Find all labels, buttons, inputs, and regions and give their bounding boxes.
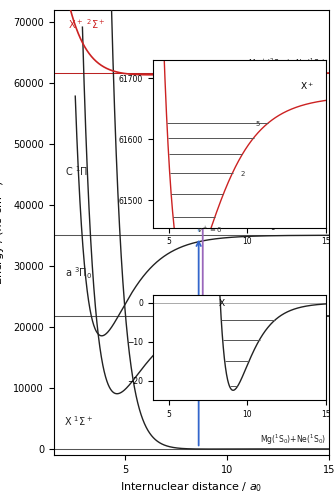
Text: X$^+$ $^2\Sigma^+$: X$^+$ $^2\Sigma^+$ <box>68 18 106 32</box>
Text: Mg($^1$P)+Ne($^1$S$_0$): Mg($^1$P)+Ne($^1$S$_0$) <box>264 218 326 233</box>
Y-axis label: Energy / ($hc$ cm$^{-1}$): Energy / ($hc$ cm$^{-1}$) <box>0 180 8 285</box>
Text: X $^1\Sigma^+$: X $^1\Sigma^+$ <box>64 414 93 428</box>
Text: 5: 5 <box>255 121 259 127</box>
Text: X$^+$: X$^+$ <box>300 80 314 92</box>
Text: C $^1\Pi$: C $^1\Pi$ <box>65 164 88 177</box>
Text: $h\nu$: $h\nu$ <box>182 138 197 150</box>
Text: $h\nu_1$: $h\nu_1$ <box>211 338 230 352</box>
Text: Mg$^+$($^2$S$_{1/2}$)+Ne($^1$S$_0$): Mg$^+$($^2$S$_{1/2}$)+Ne($^1$S$_0$) <box>248 56 326 71</box>
Text: a $^3\Pi_0$: a $^3\Pi_0$ <box>65 266 92 281</box>
Text: X: X <box>219 299 225 308</box>
Text: Mg($^3$P$_0$)+Ne($^1$S$_0$): Mg($^3$P$_0$)+Ne($^1$S$_0$) <box>260 299 326 314</box>
Text: $h\nu_2$: $h\nu_2$ <box>211 192 230 206</box>
Text: Mg($^1$S$_0$)+Ne($^1$S$_0$): Mg($^1$S$_0$)+Ne($^1$S$_0$) <box>260 432 326 447</box>
Text: 2: 2 <box>241 171 245 177</box>
Text: $v^+=0$: $v^+=0$ <box>197 224 222 235</box>
X-axis label: Internuclear distance / $a_0$: Internuclear distance / $a_0$ <box>120 480 263 494</box>
